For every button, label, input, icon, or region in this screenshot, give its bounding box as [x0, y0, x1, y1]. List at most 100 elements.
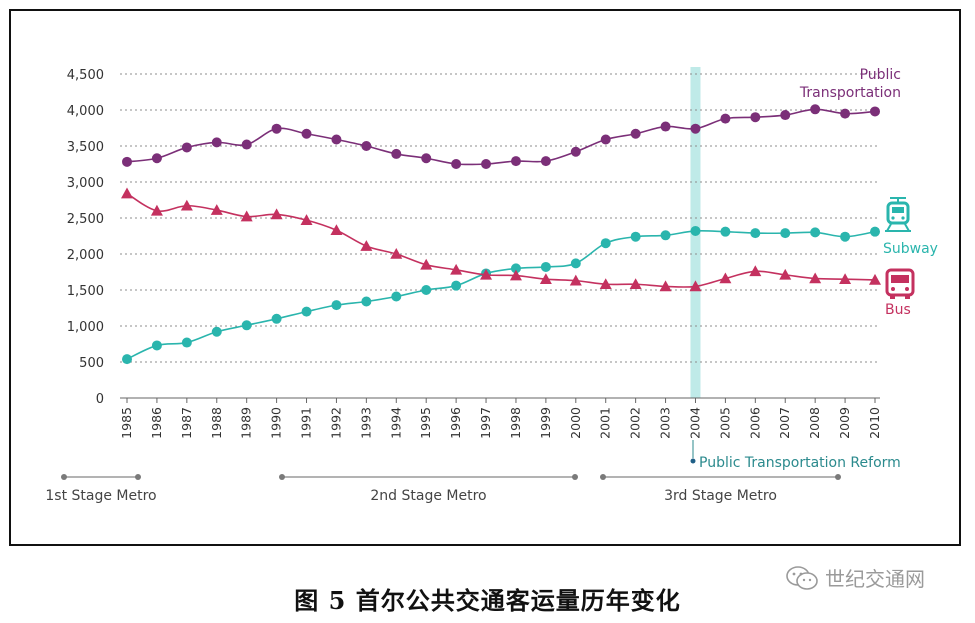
data-point-public-transportation [451, 159, 462, 169]
data-point-public-transportation [331, 134, 342, 145]
data-point-public-transportation [840, 108, 851, 119]
reform-annotation: Public Transportation Reform [690, 440, 901, 471]
data-point-public-transportation [211, 137, 222, 148]
x-tick-label: 1996 [448, 407, 463, 439]
series-line-bus [126, 192, 876, 288]
data-point-public-transportation [391, 148, 402, 159]
data-point-subway [840, 231, 851, 242]
watermark: 世纪交通网 [785, 563, 925, 592]
data-point-bus [450, 263, 463, 275]
data-point-subway [451, 280, 462, 291]
x-tick-label: 2008 [807, 407, 822, 439]
x-tick-label: 1999 [538, 407, 553, 439]
data-point-bus [869, 273, 881, 285]
data-point-subway [690, 225, 701, 236]
series-label-bus: Bus [885, 302, 911, 318]
data-point-bus [210, 204, 223, 215]
stage-label: 1st Stage Metro [45, 488, 156, 504]
data-point-bus [390, 248, 403, 259]
stage-end-dot [135, 474, 141, 480]
series-layer [121, 104, 881, 365]
stage-end-dot [572, 474, 578, 480]
data-point-bus [659, 280, 672, 292]
series-label-public-transportation-line-1: Public [860, 67, 901, 83]
x-tick-label: 1994 [388, 407, 403, 439]
data-point-subway [750, 228, 761, 239]
data-point-subway [600, 238, 611, 249]
stage-label: 2nd Stage Metro [370, 488, 486, 504]
x-tick-label: 1997 [478, 407, 493, 439]
data-point-subway [361, 296, 372, 307]
data-point-subway [570, 258, 581, 269]
x-tick-label: 2005 [717, 407, 732, 439]
x-tick-label: 2002 [628, 407, 643, 439]
data-point-public-transportation [570, 146, 581, 157]
data-point-bus [330, 224, 343, 236]
data-point-public-transportation [810, 104, 821, 115]
data-point-subway [241, 320, 252, 331]
data-point-public-transportation [660, 121, 671, 132]
x-tick-label: 2009 [837, 407, 852, 439]
data-point-public-transportation [780, 110, 791, 121]
axis-layer: 0 500 1,000 1,500 2,000 2,500 3,000 3,500 4,000 4… [67, 68, 882, 439]
data-point-bus [689, 280, 702, 292]
wechat-icon [786, 565, 818, 590]
series-public-transportation [122, 104, 880, 169]
data-point-bus [599, 278, 612, 290]
y-tick-label: 500 [79, 356, 104, 371]
x-tick-label: 2007 [777, 407, 792, 439]
data-point-public-transportation [181, 142, 192, 153]
data-point-public-transportation [540, 156, 551, 167]
y-tick-label: 1,000 [67, 320, 104, 335]
data-point-subway [630, 231, 641, 242]
x-tick-label: 1989 [239, 407, 254, 439]
stage-start-dot [600, 474, 606, 480]
data-point-public-transportation [690, 123, 701, 134]
x-tick-label: 1991 [299, 407, 314, 439]
data-point-subway [810, 227, 821, 238]
x-tick-label: 1985 [119, 407, 134, 439]
reform-label: Public Transportation Reform [699, 455, 901, 471]
data-point-subway [780, 228, 791, 239]
y-tick-label: 3,000 [67, 176, 104, 191]
series-line-subway [126, 229, 876, 360]
data-point-bus [779, 268, 792, 280]
data-point-bus [809, 272, 822, 284]
data-point-bus [420, 258, 433, 270]
data-point-bus [240, 210, 253, 222]
stage-periods: 1st Stage Metro 2nd Stage Metro 3rd Stage … [45, 474, 841, 504]
data-point-public-transportation [750, 112, 761, 123]
data-point-subway [181, 337, 192, 348]
data-point-subway [211, 326, 222, 337]
x-tick-label: 1995 [418, 407, 433, 439]
x-tick-label: 1986 [149, 407, 164, 439]
data-point-public-transportation [481, 159, 492, 169]
data-point-subway [122, 354, 132, 365]
data-point-bus [150, 204, 163, 216]
bus-icon [885, 268, 915, 299]
data-point-public-transportation [600, 134, 611, 145]
x-tick-label: 1988 [209, 407, 224, 439]
data-point-public-transportation [151, 153, 162, 164]
data-point-bus [121, 187, 133, 199]
stage-2nd-stage-metro: 2nd Stage Metro [279, 474, 578, 504]
data-point-subway [421, 285, 432, 295]
data-point-subway [660, 230, 671, 241]
data-point-bus [539, 273, 552, 284]
stage-end-dot [835, 474, 841, 480]
data-point-bus [719, 272, 732, 284]
data-point-bus [569, 274, 582, 286]
y-tick-label: 3,500 [67, 140, 104, 155]
data-point-bus [360, 240, 373, 251]
data-point-bus [270, 208, 283, 220]
stage-start-dot [61, 474, 67, 480]
x-tick-label: 2006 [747, 407, 762, 439]
data-point-public-transportation [720, 113, 731, 124]
x-tick-label: 1987 [179, 407, 194, 439]
watermark-text: 世纪交通网 [825, 567, 925, 591]
y-tick-label: 2,500 [67, 212, 104, 227]
data-point-subway [510, 263, 521, 274]
data-point-subway [391, 291, 402, 302]
data-point-bus [839, 273, 852, 284]
